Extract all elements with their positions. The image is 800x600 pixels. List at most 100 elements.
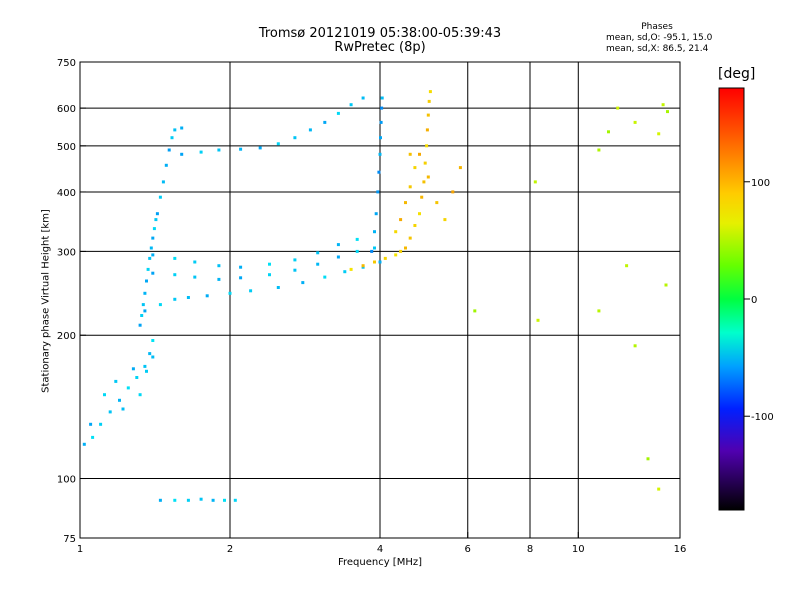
data-point (343, 270, 347, 274)
data-point (121, 407, 125, 411)
data-point (336, 243, 340, 247)
data-point (161, 180, 165, 184)
data-point (114, 379, 118, 383)
data-point (536, 318, 540, 322)
data-point (418, 152, 421, 156)
data-point (399, 218, 403, 222)
data-point (301, 281, 305, 285)
data-point (426, 175, 430, 179)
data-point (657, 132, 661, 136)
data-point (616, 106, 620, 110)
data-point (233, 498, 237, 502)
data-point (126, 386, 130, 390)
data-point (646, 457, 650, 461)
data-point (158, 195, 162, 199)
data-point (379, 136, 382, 140)
data-point (151, 339, 155, 342)
y-tick-label: 600 (57, 104, 76, 115)
data-point (428, 90, 432, 94)
data-point (152, 227, 156, 231)
data-point (533, 180, 537, 184)
data-point (378, 260, 382, 264)
data-point (349, 103, 353, 107)
data-point (666, 110, 669, 114)
data-point (199, 150, 203, 154)
colorbar-title: [deg] (718, 66, 756, 82)
data-point (258, 146, 262, 150)
x-tick-label: 8 (527, 544, 533, 555)
colorbar-tick-label: 100 (751, 178, 770, 189)
data-point (408, 152, 412, 156)
data-point (151, 271, 155, 275)
data-point (399, 249, 403, 253)
data-point (141, 303, 145, 307)
data-point (158, 303, 162, 307)
data-point (473, 309, 477, 313)
data-point (145, 369, 148, 373)
data-point (413, 166, 417, 170)
data-point (151, 236, 155, 240)
data-point (173, 256, 177, 260)
data-point (427, 99, 431, 103)
data-point (217, 277, 221, 281)
y-tick-label: 400 (57, 188, 76, 199)
data-point (443, 218, 447, 222)
data-point (140, 314, 144, 317)
data-point (625, 264, 629, 268)
data-points (82, 90, 669, 502)
data-point (146, 267, 150, 271)
data-point (151, 355, 155, 359)
y-tick-label: 300 (57, 247, 76, 258)
data-point (633, 120, 637, 124)
data-point (205, 294, 209, 298)
data-point (308, 128, 312, 132)
data-point (155, 212, 159, 216)
data-point (118, 398, 121, 402)
data-point (158, 498, 162, 502)
data-point (91, 435, 95, 439)
axes: 1 2 4 6 8 10 16 75 100 200 300 400 500 600 750 (57, 58, 686, 555)
data-point (370, 249, 374, 253)
data-point (664, 283, 668, 287)
colorbar-tick-label: 0 (751, 295, 757, 306)
data-point (268, 262, 271, 266)
data-point (316, 251, 320, 255)
data-point (316, 262, 320, 266)
data-point (355, 237, 359, 241)
data-point (89, 422, 93, 426)
data-point (373, 246, 376, 250)
y-tick-label: 100 (57, 475, 76, 486)
data-point (239, 147, 243, 151)
data-point (404, 201, 407, 205)
data-point (425, 128, 429, 132)
data-point (378, 152, 382, 156)
colorbar-tick-label: -100 (751, 412, 774, 423)
data-point (377, 170, 381, 174)
data-point (355, 249, 359, 253)
data-point (394, 230, 398, 234)
data-point (657, 487, 661, 491)
data-point (108, 410, 112, 414)
data-point (211, 498, 215, 502)
data-point (661, 103, 665, 107)
data-point (186, 296, 190, 299)
stats-title: Phases (641, 22, 673, 32)
data-point (180, 152, 184, 156)
data-point (228, 291, 232, 295)
chart-subtitle: RwPretec (8p) (334, 40, 426, 55)
data-point (276, 142, 280, 146)
data-point (349, 267, 353, 271)
data-point (148, 256, 152, 260)
data-point (293, 136, 297, 140)
data-point (186, 498, 190, 502)
data-point (336, 111, 340, 115)
data-point (151, 253, 155, 257)
data-point (199, 497, 203, 501)
data-point (420, 195, 424, 199)
data-point (103, 393, 106, 397)
data-point (293, 258, 297, 262)
data-point (173, 498, 177, 502)
data-point (149, 246, 153, 250)
data-point (143, 309, 147, 313)
